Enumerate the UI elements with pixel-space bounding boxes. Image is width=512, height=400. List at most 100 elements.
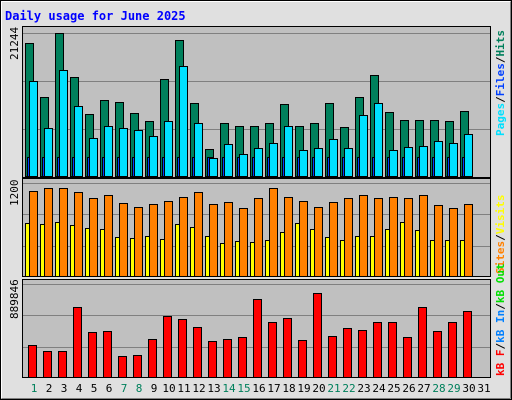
kbytes-bar-kb-f [373,322,382,378]
visits-bar-sites [134,207,143,277]
kbytes-bar-kb-f [208,341,217,378]
bars [25,33,473,378]
day-label: 14 [222,382,236,395]
kbytes-bar-kb-f [463,311,472,378]
day-label: 20 [312,382,325,395]
visits-bar-sites [209,204,218,277]
kbytes-bar-kb-f [73,307,82,378]
legend-separator: / [494,234,507,241]
hits-bar-pages [224,144,233,177]
kbytes-bar-kb-f [118,356,127,378]
visits-bar-sites [419,195,428,277]
legend-pages: Pages [494,103,507,136]
kbytes-bar-kb-f [268,322,277,378]
visits-bar-sites [374,198,383,277]
visits-bar-sites [314,207,323,277]
kbytes-bar-kb-f [178,319,187,378]
day-label: 7 [121,382,128,395]
hits-bar-pages [374,103,383,177]
hits-bar-pages [164,121,173,177]
visits-bar-sites [29,191,38,277]
day-label: 29 [447,382,460,395]
kbytes-bar-kb-f [28,345,37,378]
hits-bar-pages [179,66,188,177]
visits-max-label: 1200 [8,180,21,207]
visits-bar-sites [119,203,128,277]
hits-bar-pages [404,147,413,177]
visits-bar-sites [44,188,53,277]
legend-sites: Sites [494,241,507,274]
kbytes-max-label: 889846 [8,279,21,319]
visits-bar-sites [269,188,278,277]
legend-separator: / [494,303,507,310]
legend-visits: Visits [494,195,507,235]
day-label: 27 [417,382,430,395]
visits-bar-sites [434,205,443,277]
visits-bar-sites [284,197,293,277]
visits-bar-sites [194,192,203,277]
hits-bar-pages [89,138,98,177]
legend-kb-f: kB F [494,350,507,377]
legend-kb-out: kB Out [494,263,507,303]
day-label: 4 [76,382,83,395]
hits-bar-pages [104,126,113,177]
day-label: 23 [357,382,370,395]
hits-bar-pages [44,128,53,177]
hits-bar-pages [119,128,128,177]
day-label: 26 [402,382,415,395]
day-label: 31 [477,382,490,395]
kbytes-bar-kb-f [253,299,262,378]
kbytes-bar-kb-f [313,293,322,378]
visits-bar-sites [164,201,173,277]
visits-bar-sites [389,197,398,277]
hits-bar-pages [314,148,323,177]
legend-separator: / [494,343,507,350]
visits-bar-sites [404,198,413,277]
hits-bar-pages [464,134,473,177]
day-label: 12 [192,382,205,395]
visits-bar-sites [179,197,188,277]
visits-legend: Sites/Visits [494,195,507,275]
kbytes-bar-kb-f [133,355,142,378]
visits-bar-sites [59,188,68,277]
kbytes-bar-kb-f [103,331,112,378]
day-label: 6 [106,382,113,395]
day-label: 18 [282,382,295,395]
chart-title: Daily usage for June 2025 [5,9,186,23]
kbytes-bar-kb-f [88,332,97,378]
visits-bar-sites [104,195,113,277]
legend-separator: / [494,56,507,63]
day-label: 22 [342,382,355,395]
x-axis-labels: 1 2 3 4 5 6 7 8 9 10 11 12 13 14 15 16 17 18 19 20 21 22 23 24 2… [31,382,491,395]
day-label: 19 [297,382,310,395]
day-label: 2 [46,382,53,395]
kbytes-bar-kb-f [403,337,412,378]
visits-bar-sites [449,208,458,277]
visits-bar-sites [149,204,158,277]
day-label: 11 [177,382,190,395]
hits-bar-pages [74,106,83,177]
kbytes-bar-kb-f [163,316,172,378]
day-label: 24 [372,382,386,395]
kbytes-bar-kb-f [298,340,307,378]
hits-bar-pages [59,70,68,177]
kbytes-bar-kb-f [343,328,352,378]
visits-bar-sites [254,198,263,277]
kbytes-bar-kb-f [238,337,247,378]
visits-bar-sites [239,208,248,277]
kbytes-bar-kb-f [43,351,52,378]
hits-bar-pages [329,139,338,177]
hits-bar-pages [269,143,278,177]
hits-bar-pages [239,154,248,177]
day-label: 8 [136,382,143,395]
kbytes-bar-kb-f [283,318,292,378]
day-label: 16 [252,382,265,395]
legend-kb-in: kB In [494,310,507,343]
kbytes-legend: kB F/kB In/kB Out [494,263,507,376]
kbytes-bar-kb-f [418,307,427,378]
kbytes-bar-kb-f [193,327,202,378]
kbytes-bar-kb-f [433,331,442,378]
hits-bar-pages [344,148,353,177]
hits-bar-pages [419,146,428,177]
